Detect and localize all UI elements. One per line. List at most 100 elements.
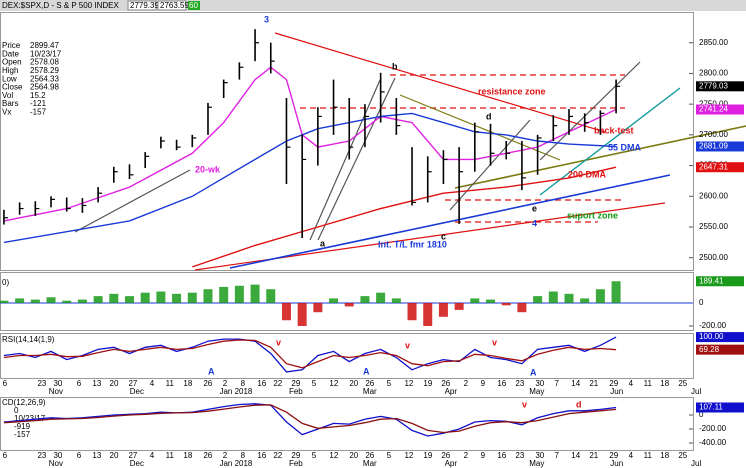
- bar: [517, 303, 527, 313]
- x-tick-label: 18: [183, 379, 192, 388]
- y-tick-label: 2550.00: [699, 222, 728, 231]
- x-month-label: Nov: [49, 387, 63, 396]
- last-value-box: [696, 141, 744, 152]
- x-month-label: Mar: [363, 459, 377, 468]
- last-value: 189.41: [699, 276, 724, 285]
- x-tick-label: 13: [92, 379, 101, 388]
- x-tick-label: 20: [110, 451, 119, 460]
- annotation: b: [392, 61, 398, 71]
- x-month-label: Dec: [130, 459, 144, 468]
- annotation: 4: [532, 218, 537, 228]
- x-tick-label: 5: [312, 451, 317, 460]
- x-tick-label: 26: [441, 451, 450, 460]
- annotation: d: [486, 111, 492, 121]
- x-tick-label: 30: [53, 451, 62, 460]
- x-tick-label: 2: [464, 451, 469, 460]
- y-tick-label: 2500.00: [699, 253, 728, 262]
- x-tick-label: 22: [273, 379, 282, 388]
- annotation: back-test: [594, 125, 634, 135]
- x-tick-label: 16: [257, 379, 266, 388]
- bar: [30, 299, 40, 304]
- marker: v: [522, 399, 527, 409]
- bar: [250, 284, 260, 304]
- bar: [533, 296, 543, 304]
- y-tick-label: 2800.00: [699, 69, 728, 78]
- bar: [46, 297, 56, 304]
- annotation: e: [532, 203, 537, 213]
- last-value: 100.00: [699, 332, 724, 341]
- bar: [391, 298, 401, 304]
- info-value: -919: [14, 422, 31, 431]
- line: [3, 336, 617, 373]
- x-tick-label: 8: [241, 379, 246, 388]
- x-tick-label: 7: [555, 379, 560, 388]
- bar: [407, 303, 417, 321]
- x-tick-label: 7: [555, 451, 560, 460]
- info-label: Close: [2, 83, 23, 92]
- info-value: 2899.47: [30, 41, 59, 50]
- quote-box: [157, 0, 187, 11]
- x-month-label: Feb: [289, 387, 303, 396]
- x-tick-label: 21: [589, 379, 598, 388]
- info-value: 10/23/17: [14, 414, 46, 423]
- x-tick-label: 20: [110, 379, 119, 388]
- annotation: Int. T/L fmr 1810: [378, 239, 447, 249]
- x-tick-label: 26: [441, 379, 450, 388]
- title-bar: [0, 0, 746, 11]
- x-tick-label: 6: [77, 379, 82, 388]
- x-tick-label: 26: [203, 379, 212, 388]
- bar: [313, 303, 323, 313]
- marker: A: [530, 367, 537, 377]
- line: [3, 403, 617, 437]
- x-tick-label: 12: [404, 451, 413, 460]
- bar: [438, 303, 448, 317]
- annotation: 3: [264, 14, 269, 24]
- quote: 2763.59: [160, 1, 189, 10]
- x-tick-label: 11: [644, 451, 653, 460]
- info-value: 2578.29: [30, 66, 59, 75]
- y-tick-label: -400.00: [699, 438, 727, 447]
- info-label: Date: [2, 49, 19, 58]
- x-month-label: Apr: [445, 387, 458, 396]
- x-tick-label: 4: [150, 379, 155, 388]
- last-value-box: [696, 104, 744, 115]
- x-tick-label: 14: [571, 451, 580, 460]
- marker: A: [363, 366, 370, 376]
- last-value: 2779.03: [699, 81, 728, 90]
- panel-title: RSI(14,14(1,9): [2, 335, 55, 344]
- last-value: 2647.31: [699, 162, 728, 171]
- x-tick-label: 4: [150, 451, 155, 460]
- x-month-label: May: [529, 387, 544, 396]
- x-tick-label: 20: [349, 379, 358, 388]
- x-tick-label: 5: [387, 451, 392, 460]
- x-tick-label: 6: [3, 379, 8, 388]
- x-tick-label: 6: [3, 451, 8, 460]
- y-tick-label: 2600.00: [699, 191, 728, 200]
- annotation: resistance zone: [478, 86, 546, 96]
- series-label: 20-wk: [195, 164, 221, 174]
- x-tick-label: 16: [497, 379, 506, 388]
- badge-box: [188, 1, 200, 10]
- last-value: 107.11: [699, 403, 723, 412]
- x-month-label: Mar: [363, 387, 377, 396]
- annotation: suport zone: [567, 210, 618, 220]
- x-month-label: Jun: [610, 387, 623, 396]
- bar: [140, 292, 150, 304]
- x-tick-label: 12: [329, 379, 338, 388]
- x-tick-label: 11: [644, 379, 653, 388]
- y-tick-label: -200.00: [699, 321, 727, 330]
- info-value: 10/23/17: [30, 49, 62, 58]
- x-tick-label: 12: [404, 379, 413, 388]
- annotation: a: [320, 238, 326, 248]
- last-value-box: [696, 332, 744, 343]
- x-tick-label: 5: [312, 379, 317, 388]
- bar: [423, 303, 433, 326]
- x-tick-label: 19: [423, 451, 432, 460]
- trend-lines: [74, 32, 746, 271]
- bar: [564, 293, 574, 304]
- x-tick-label: 26: [203, 451, 212, 460]
- x-tick-label: 29: [291, 379, 300, 388]
- y-tick-label: 2850.00: [699, 38, 728, 47]
- quote: 2779.39: [130, 1, 159, 10]
